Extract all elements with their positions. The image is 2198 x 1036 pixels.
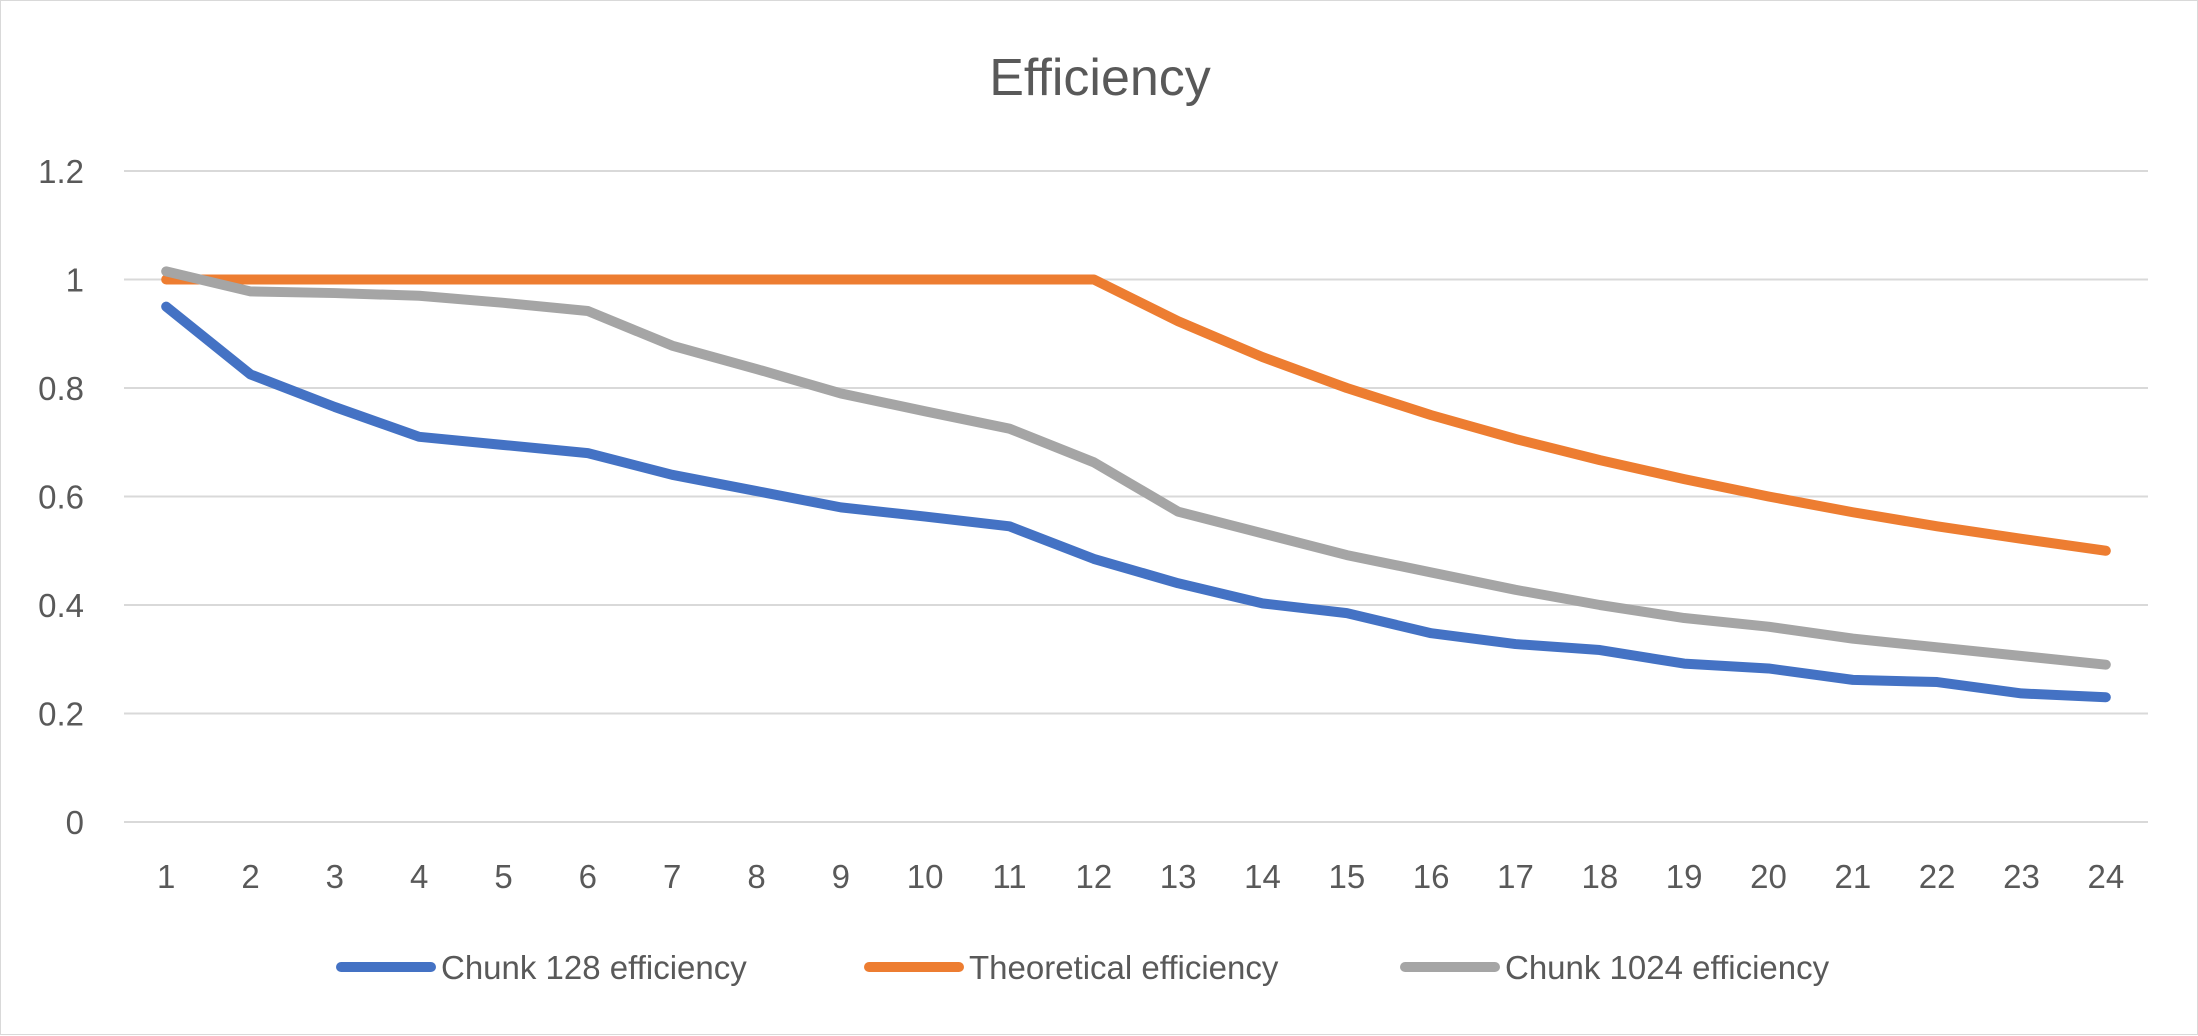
x-tick-label: 15 (1328, 858, 1365, 895)
x-tick-label: 3 (326, 858, 344, 895)
x-tick-label: 7 (663, 858, 681, 895)
x-tick-label: 16 (1413, 858, 1450, 895)
x-tick-label: 21 (1834, 858, 1871, 895)
x-tick-label: 23 (2003, 858, 2040, 895)
y-tick-label: 0.6 (38, 479, 84, 516)
y-tick-label: 0.4 (38, 587, 84, 624)
series-lines (161, 266, 2111, 703)
x-tick-label: 19 (1666, 858, 1703, 895)
x-tick-label: 17 (1497, 858, 1534, 895)
y-tick-label: 0.8 (38, 370, 84, 407)
legend: Chunk 128 efficiency Theoretical efficien… (336, 949, 1830, 986)
x-tick-label: 9 (832, 858, 850, 895)
x-tick-label: 14 (1244, 858, 1281, 895)
x-tick-label: 22 (1919, 858, 1956, 895)
x-tick-label: 8 (747, 858, 765, 895)
x-tick-label: 20 (1750, 858, 1787, 895)
x-tick-label: 2 (241, 858, 259, 895)
x-tick-label: 4 (410, 858, 428, 895)
x-tick-label: 10 (907, 858, 944, 895)
chart-title: Efficiency (989, 49, 1211, 107)
y-tick-label: 0 (66, 804, 84, 841)
y-tick-label: 1.2 (38, 153, 84, 190)
legend-label: Chunk 128 efficiency (441, 949, 747, 986)
gridlines (124, 170, 2148, 823)
x-tick-label: 5 (494, 858, 512, 895)
series-line-2 (161, 274, 2111, 556)
series-line-3 (161, 266, 2111, 670)
x-tick-label: 1 (157, 858, 175, 895)
y-axis-tick-labels: 0 0.2 0.4 0.6 0.8 1 1.2 (38, 153, 84, 841)
x-tick-label: 13 (1160, 858, 1197, 895)
x-tick-label: 18 (1581, 858, 1618, 895)
y-tick-label: 1 (66, 262, 84, 299)
y-tick-label: 0.2 (38, 696, 84, 733)
x-tick-label: 12 (1075, 858, 1112, 895)
x-tick-label: 24 (2087, 858, 2124, 895)
legend-label: Chunk 1024 efficiency (1505, 949, 1830, 986)
x-axis-tick-labels: 1 2 3 4 5 6 7 8 9 10 11 12 13 14 15 16 17 18 19 20 21 22 23 24 (157, 858, 2124, 895)
x-tick-label: 11 (992, 858, 1026, 895)
series-line-1 (161, 301, 2111, 703)
legend-label: Theoretical efficiency (969, 949, 1279, 986)
x-tick-label: 6 (579, 858, 597, 895)
